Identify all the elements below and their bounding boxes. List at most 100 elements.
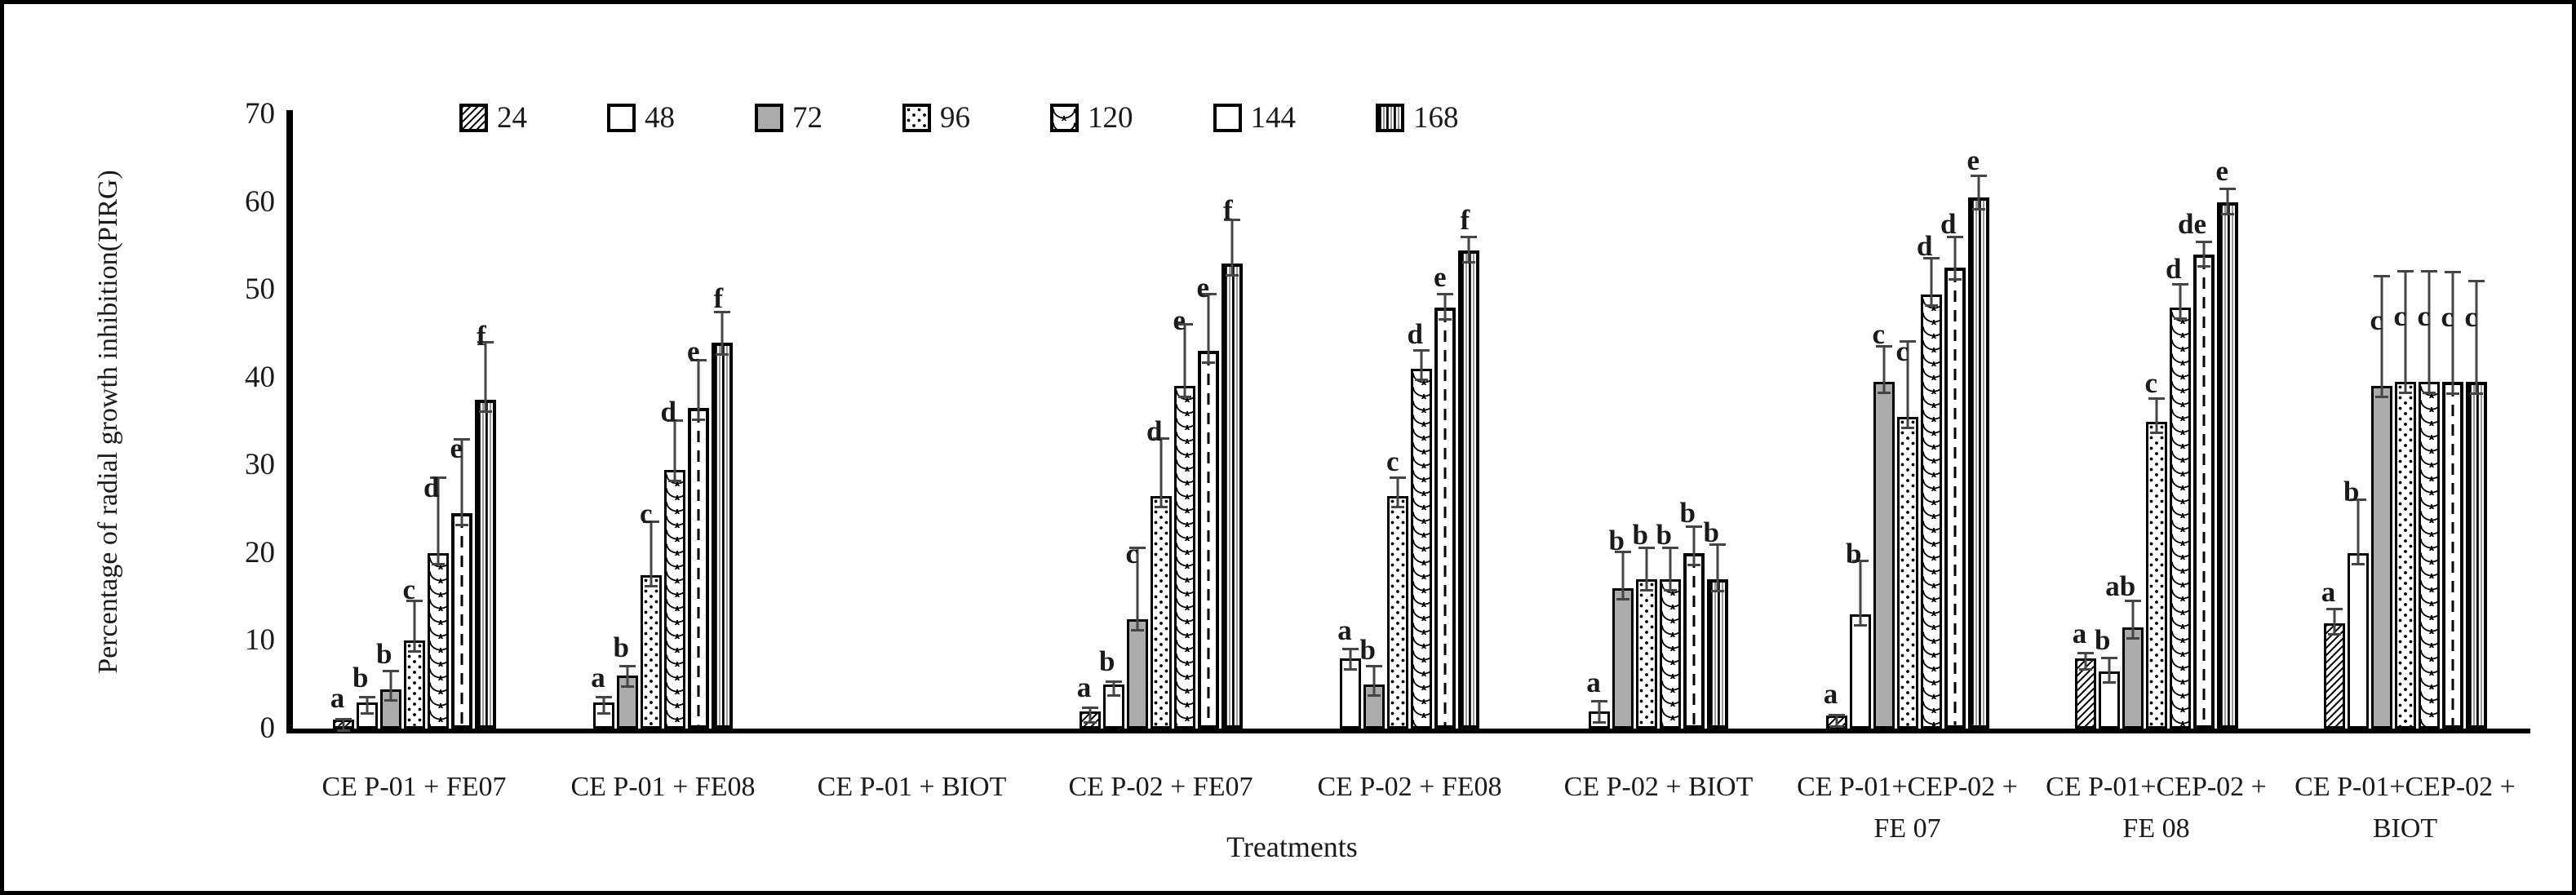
solid-gray-legend-marker-icon (755, 104, 783, 132)
significance-letter: b (2094, 623, 2111, 656)
error-bar (477, 341, 494, 413)
significance-letter: d (660, 396, 676, 428)
error-bar (1199, 293, 1217, 365)
error-bar (1366, 665, 1382, 698)
bar-48h: a (591, 663, 614, 729)
bar-168h: f (1458, 206, 1479, 729)
bar-168h: e (1967, 146, 1989, 729)
bar-168h: e (2216, 157, 2238, 729)
error-bar (382, 669, 399, 702)
significance-letter: b (1845, 537, 1862, 569)
significance-letter: a (1076, 671, 1092, 704)
bar-168h: f (1221, 196, 1243, 729)
bar-120h: c (2418, 270, 2440, 729)
bar-48h: b (352, 663, 378, 729)
significance-letter: c (2144, 367, 2158, 400)
significance-letter: ab (2105, 570, 2136, 603)
bar-48h: b (2343, 477, 2369, 729)
significance-letter: a (330, 682, 345, 715)
bar-120h: d (423, 473, 449, 729)
significance-letter: f (1460, 203, 1470, 236)
bar-24h: a (2073, 619, 2096, 729)
legend-item-96: 96 (902, 100, 970, 135)
legend-item-120: 120 (1050, 100, 1133, 135)
error-bar (2373, 274, 2390, 399)
bar-168h: b (1703, 518, 1728, 729)
bar-120h: d (1407, 320, 1432, 729)
error-bar (2396, 270, 2414, 395)
legend-label: 144 (1250, 101, 1297, 135)
bar-72h: c (1126, 539, 1148, 729)
error-bar (1851, 560, 1869, 627)
error-bar (2100, 656, 2117, 685)
bar-48h: b (2095, 626, 2120, 729)
error-bar (1105, 680, 1122, 698)
significance-letter: b (1679, 496, 1696, 529)
bar-96h: c (403, 575, 425, 729)
significance-letter: b (1359, 634, 1376, 667)
significance-letter: c (1386, 445, 1399, 477)
significance-letter: b (1608, 524, 1625, 556)
bar-48h: b (1846, 539, 1871, 729)
error-bar (596, 695, 612, 715)
y-tick-label: 70 (245, 97, 275, 131)
fish-scales-legend-marker-icon (1050, 104, 1079, 132)
legend-item-72: 72 (755, 100, 822, 135)
significance-letter: f (477, 320, 486, 352)
significance-letter: d (2165, 253, 2182, 286)
bar-24h: a (1077, 673, 1101, 729)
significance-letter: b (613, 631, 629, 664)
y-tick-label: 50 (245, 272, 275, 307)
significance-letter: b (1656, 518, 1672, 551)
bar-168h: f (712, 284, 733, 729)
error-bar (1615, 551, 1631, 600)
bar-48h: a (1337, 616, 1361, 729)
category-label: CE P-01+CEP-02 + FE 08 (2046, 772, 2267, 844)
significance-letter: f (713, 282, 724, 315)
category-label: CE P-01 + FE08 (570, 772, 756, 802)
legend-label: 168 (1413, 101, 1459, 135)
x-axis-line (286, 729, 2530, 733)
significance-letter: a (2072, 617, 2087, 649)
significance-letter: e (1966, 144, 1980, 176)
significance-letter: d (1940, 207, 1957, 240)
error-bar (2467, 280, 2485, 396)
significance-letter: e (1196, 271, 1210, 304)
category-label: CE P-01+CEP-02 + BIOT (2294, 772, 2516, 844)
error-bar (619, 665, 636, 689)
bar-120h: b (1656, 521, 1681, 729)
y-axis-title: Percentage of radial growth inhibition(P… (93, 170, 123, 674)
bar-group: a b ab c d de e (2032, 114, 2281, 729)
significance-letter: a (2321, 575, 2336, 608)
significance-letter: a (1337, 614, 1352, 646)
significance-letter: c (2393, 300, 2407, 333)
bar-120h: d (660, 397, 685, 729)
bar-168h: f (474, 321, 496, 729)
significance-letter: c (2417, 300, 2431, 333)
y-tick-label: 20 (245, 535, 275, 569)
bar-72h: b (1608, 526, 1634, 729)
bar-120h: e (1173, 306, 1195, 729)
category-label: CE P-01 + BIOT (817, 772, 1007, 802)
bar-24h: a (1824, 680, 1847, 729)
error-bar (2420, 270, 2437, 395)
y-tick-label: 30 (245, 448, 275, 482)
significance-letter: d (1146, 415, 1163, 448)
bar-48h: b (1099, 647, 1124, 729)
error-bar (1591, 700, 1607, 724)
legend: 24 48 72 96 120 144 168 (459, 100, 1459, 135)
bar-144h: e (450, 434, 472, 729)
bar-72h: b (376, 640, 401, 729)
bar-72h: b (613, 633, 638, 729)
bar-96h: d (1146, 417, 1172, 729)
bar-group (787, 114, 1036, 729)
significance-letter: c (2464, 301, 2478, 334)
dots-legend-marker-icon (902, 104, 931, 132)
legend-label: 24 (497, 101, 527, 135)
